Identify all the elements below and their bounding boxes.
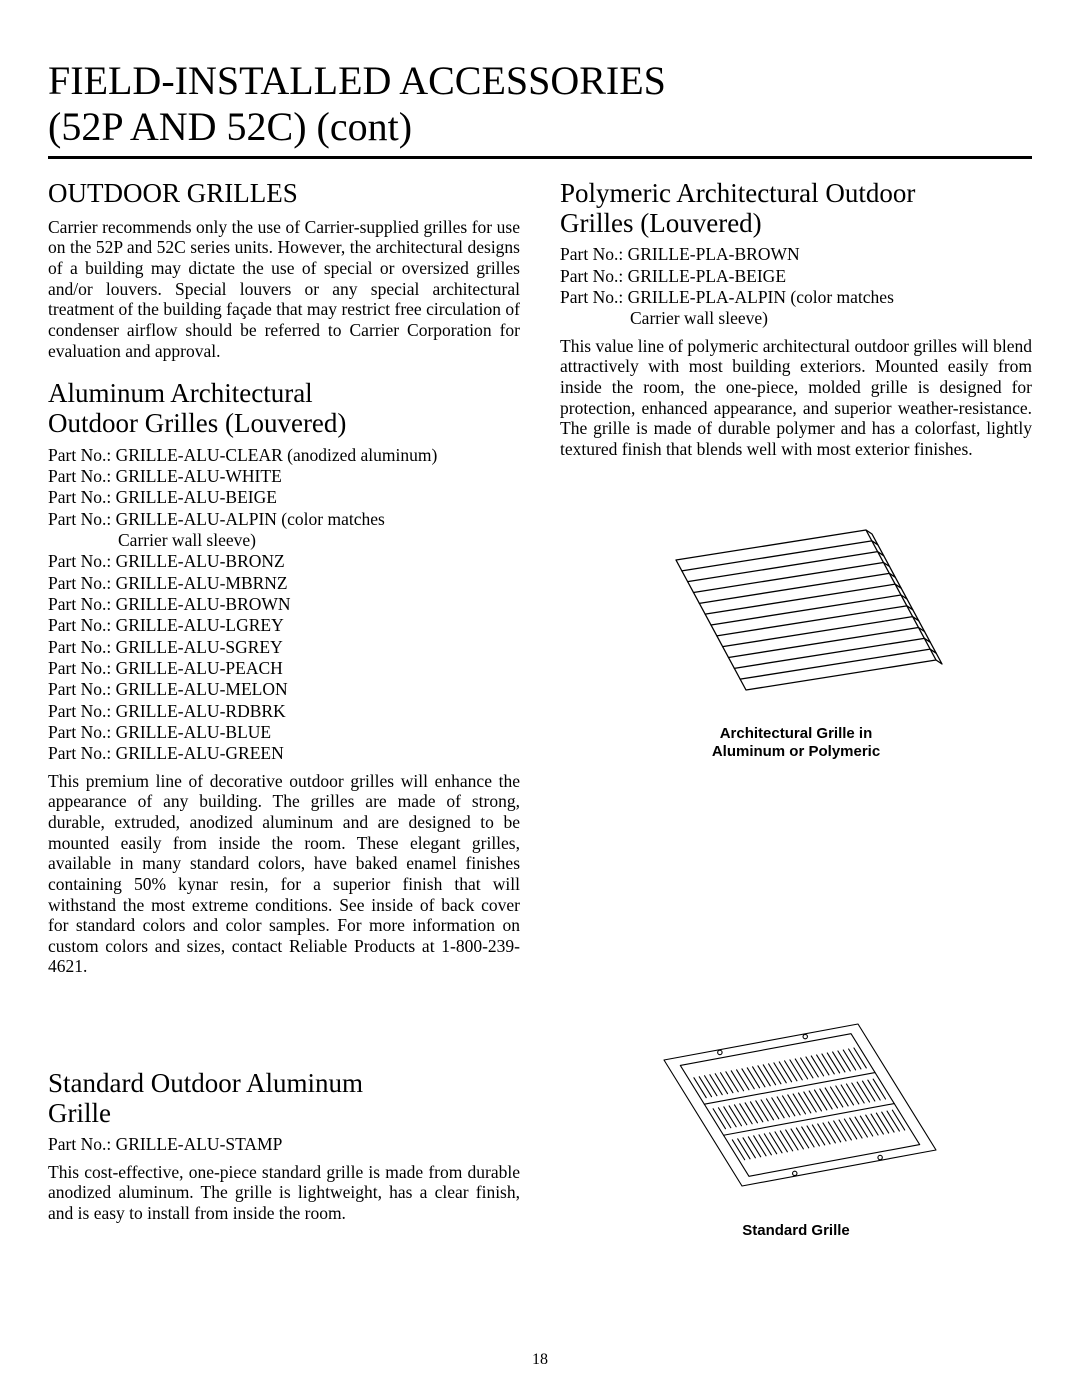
part-number: Carrier wall sleeve) — [560, 308, 1032, 329]
part-number: Part No.: GRILLE-ALU-PEACH — [48, 658, 520, 679]
heading-line: Standard Outdoor Aluminum — [48, 1068, 363, 1098]
outdoor-grilles-body: Carrier recommends only the use of Carri… — [48, 217, 520, 361]
part-number: Part No.: GRILLE-PLA-ALPIN (color matche… — [560, 287, 1032, 308]
part-number: Part No.: GRILLE-ALU-MBRNZ — [48, 573, 520, 594]
part-number: Part No.: GRILLE-PLA-BROWN — [560, 244, 1032, 265]
standard-grille-caption: Standard Grille — [560, 1222, 1032, 1241]
title-divider — [48, 156, 1032, 159]
architectural-grille-caption: Architectural Grille in Aluminum or Poly… — [560, 725, 1032, 763]
part-number: Part No.: GRILLE-ALU-CLEAR (anodized alu… — [48, 445, 520, 466]
part-number: Part No.: GRILLE-ALU-BLUE — [48, 722, 520, 743]
part-number: Part No.: GRILLE-ALU-MELON — [48, 679, 520, 700]
part-number: Part No.: GRILLE-ALU-ALPIN (color matche… — [48, 509, 520, 530]
heading-line: Grille — [48, 1098, 111, 1128]
part-number: Part No.: GRILLE-ALU-GREEN — [48, 743, 520, 764]
standard-grille-part: Part No.: GRILLE-ALU-STAMP — [48, 1134, 520, 1155]
part-number: Part No.: GRILLE-ALU-LGREY — [48, 615, 520, 636]
content-columns: OUTDOOR GRILLES Carrier recommends only … — [48, 179, 1032, 1242]
page-title: FIELD-INSTALLED ACCESSORIES (52P AND 52C… — [48, 58, 1032, 150]
architectural-grille-figure: Architectural Grille in Aluminum or Poly… — [560, 520, 1032, 763]
caption-line: Architectural Grille in — [720, 725, 873, 742]
title-line-1: FIELD-INSTALLED ACCESSORIES — [48, 58, 666, 103]
architectural-grille-drawing — [646, 520, 946, 710]
part-number: Carrier wall sleeve) — [48, 530, 520, 551]
spacer — [48, 995, 520, 1069]
left-column: OUTDOOR GRILLES Carrier recommends only … — [48, 179, 520, 1242]
aluminum-parts-list: Part No.: GRILLE-ALU-CLEAR (anodized alu… — [48, 445, 520, 765]
part-number: Part No.: GRILLE-ALU-WHITE — [48, 466, 520, 487]
heading-line: Polymeric Architectural Outdoor — [560, 178, 915, 208]
part-number: Part No.: GRILLE-ALU-BEIGE — [48, 487, 520, 508]
part-number: Part No.: GRILLE-PLA-BEIGE — [560, 266, 1032, 287]
standard-grille-drawing — [636, 1012, 956, 1207]
part-number: Part No.: GRILLE-ALU-SGREY — [48, 637, 520, 658]
polymeric-grilles-body: This value line of polymeric architectur… — [560, 336, 1032, 460]
heading-line: Outdoor Grilles (Louvered) — [48, 408, 346, 438]
polymeric-grilles-heading: Polymeric Architectural Outdoor Grilles … — [560, 179, 1032, 238]
part-number: Part No.: GRILLE-ALU-STAMP — [48, 1134, 520, 1155]
right-column: Polymeric Architectural Outdoor Grilles … — [560, 179, 1032, 1242]
part-number: Part No.: GRILLE-ALU-RDBRK — [48, 701, 520, 722]
heading-line: Aluminum Architectural — [48, 378, 313, 408]
part-number: Part No.: GRILLE-ALU-BRONZ — [48, 551, 520, 572]
aluminum-grilles-body: This premium line of decorative outdoor … — [48, 771, 520, 977]
caption-line: Aluminum or Polymeric — [712, 743, 880, 760]
title-line-2: (52P AND 52C) (cont) — [48, 104, 412, 149]
standard-grille-heading: Standard Outdoor Aluminum Grille — [48, 1069, 520, 1128]
aluminum-grilles-heading: Aluminum Architectural Outdoor Grilles (… — [48, 379, 520, 438]
standard-grille-figure: Standard Grille — [560, 1012, 1032, 1241]
part-number: Part No.: GRILLE-ALU-BROWN — [48, 594, 520, 615]
polymeric-parts-list: Part No.: GRILLE-PLA-BROWNPart No.: GRIL… — [560, 244, 1032, 329]
standard-grille-body: This cost-effective, one-piece standard … — [48, 1162, 520, 1224]
outdoor-grilles-heading: OUTDOOR GRILLES — [48, 179, 520, 209]
heading-line: Grilles (Louvered) — [560, 208, 762, 238]
page-number: 18 — [0, 1351, 1080, 1369]
